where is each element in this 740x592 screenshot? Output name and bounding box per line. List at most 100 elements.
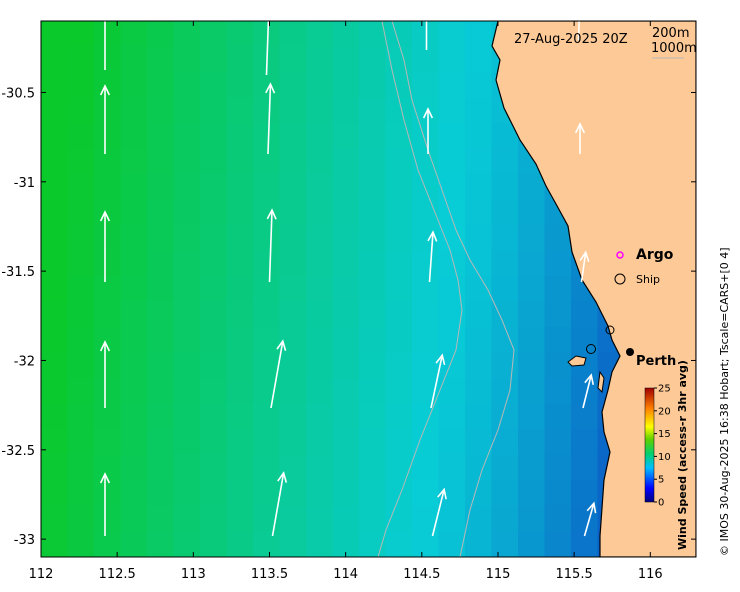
grid-cell [200,174,228,201]
grid-cell [465,327,493,354]
grid-cell [200,531,228,557]
grid-cell [120,378,148,405]
isobath-1000m [377,21,463,557]
grid-cell [306,199,334,226]
grid-cell [226,21,254,48]
grid-cell [94,429,122,456]
grid-cell [571,454,599,481]
lat-tick-label: -33 [14,533,35,548]
grid-cell [412,301,440,328]
grid-cell [41,480,69,507]
lat-tick-label: -32.5 [1,444,35,459]
grid-cell [67,480,95,507]
grid-cell [279,123,307,150]
grid-cell [438,97,466,124]
grid-cell [491,327,519,354]
grid-cell [385,97,413,124]
grid-cell [120,276,148,303]
grid-cell [67,148,95,175]
grid-cell [41,21,69,48]
grid-cell [279,250,307,277]
grid-cell [438,429,466,456]
grid-cell [173,480,201,507]
rottnest-island [567,355,587,367]
grid-cell [120,199,148,226]
grid-cell [332,199,360,226]
grid-cell [226,148,254,175]
grid-cell [226,327,254,354]
grid-cell [438,556,466,557]
grid-cell [226,403,254,430]
grid-cell [412,327,440,354]
grid-cell [491,454,519,481]
grid-cell [544,505,572,532]
grid-cell [67,276,95,303]
grid-cell [173,327,201,354]
grid-cell [226,531,254,557]
grid-cell [147,454,175,481]
grid-cell [571,480,599,507]
grid-cell [147,556,175,557]
grid-cell [518,556,546,557]
grid-cell [253,199,281,226]
grid-cell [438,327,466,354]
grid-cell [385,531,413,557]
grid-cell [279,72,307,99]
grid-cell [465,403,493,430]
grid-cell [438,403,466,430]
garden-island [597,370,605,394]
grid-cell [41,250,69,277]
grid-cell [200,21,228,48]
grid-cell [306,403,334,430]
grid-cell [94,378,122,405]
grid-cell [41,174,69,201]
wind-vectors [99,21,597,537]
grid-cell [491,531,519,557]
wind-arrow [425,21,428,50]
grid-cell [173,199,201,226]
wind-arrow [266,208,277,283]
grid-cell [359,97,387,124]
grid-cell [67,556,95,557]
grid-cell [120,403,148,430]
grid-cell [147,225,175,252]
grid-cell [253,97,281,124]
grid-cell [491,352,519,379]
grid-cell [41,199,69,226]
lon-tick-label: 114.5 [403,567,440,582]
grid-cell [279,505,307,532]
grid-cell [306,250,334,277]
wind-arrow [574,122,586,154]
grid-cell [332,46,360,73]
grid-cell [571,301,599,328]
grid-cell [41,225,69,252]
grid-cell [67,378,95,405]
wind-arrow [270,339,287,409]
grid-cell [306,352,334,379]
grid-cell [332,225,360,252]
ship-position-icon [586,344,596,354]
grid-cell [226,72,254,99]
grid-cell [200,505,228,532]
wind-arrow [431,487,447,537]
grid-cell [359,429,387,456]
grid-cell [226,505,254,532]
grid-cell [491,199,519,226]
grid-cell [385,505,413,532]
lon-tick-label: 116 [638,567,663,582]
grid-cell [67,505,95,532]
grid-cell [67,72,95,99]
grid-cell [438,505,466,532]
grid-cell [465,199,493,226]
grid-cell [253,250,281,277]
grid-cell [332,250,360,277]
grid-cell [67,250,95,277]
grid-cell [226,378,254,405]
grid-cell [94,225,122,252]
grid-cell [359,225,387,252]
grid-cell [279,46,307,73]
grid-cell [332,429,360,456]
grid-cell [226,199,254,226]
grid-cell [412,531,440,557]
